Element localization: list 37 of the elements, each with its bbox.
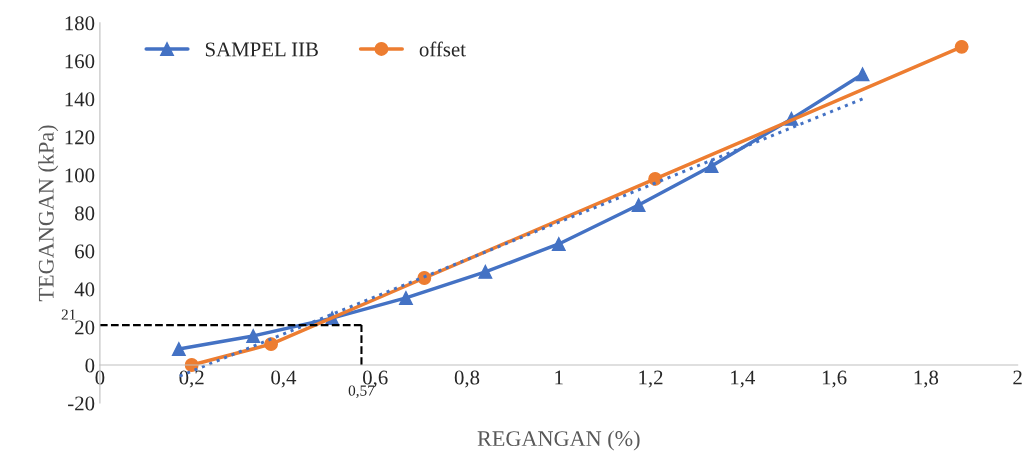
x-tick-label: 1,6 (822, 370, 847, 388)
point (551, 237, 566, 251)
legend-label: SAMPEL IIB (205, 42, 318, 57)
y-tick-label: 140 (65, 92, 95, 107)
point (648, 172, 663, 186)
point (399, 290, 413, 305)
point (954, 39, 969, 54)
x-tick-label: 2 (1013, 370, 1022, 385)
y-tick-label: 20 (75, 320, 95, 335)
point (478, 264, 493, 279)
y-tick-label: 100 (65, 168, 95, 183)
x-tick-label: 0,4 (271, 370, 297, 388)
x-tick-label: 1 (555, 370, 563, 385)
point (264, 337, 279, 352)
x-tick-label: 1,8 (914, 370, 939, 388)
x-tick-label: 1,2 (639, 370, 663, 388)
x-tick-label: 0 (95, 370, 105, 385)
y-tick-label: 180 (65, 16, 95, 31)
x-tick-label: 1,4 (731, 370, 756, 388)
point (631, 198, 646, 212)
x-axis-title: REGANGAN (%) (477, 430, 640, 451)
y-tick-label: 60 (75, 244, 95, 259)
legend-label: offset (419, 41, 466, 57)
y-tick-label: 120 (65, 130, 95, 145)
point (246, 329, 261, 343)
y-tick-label: 40 (74, 282, 95, 297)
point (855, 67, 870, 82)
y-tick-label: 0 (85, 358, 95, 373)
y-tick-label: -20 (68, 396, 95, 411)
x-tick-label: 0,2 (179, 370, 204, 388)
y-axis-title: TEGANGAN (kPa) (38, 125, 59, 302)
ref-line-label: 21 (61, 309, 76, 320)
y-tick-label: 80 (75, 206, 95, 221)
point (171, 342, 186, 357)
y-tick-label: 160 (65, 54, 95, 69)
point (704, 159, 719, 173)
x-tick-label: 0,8 (454, 370, 480, 388)
